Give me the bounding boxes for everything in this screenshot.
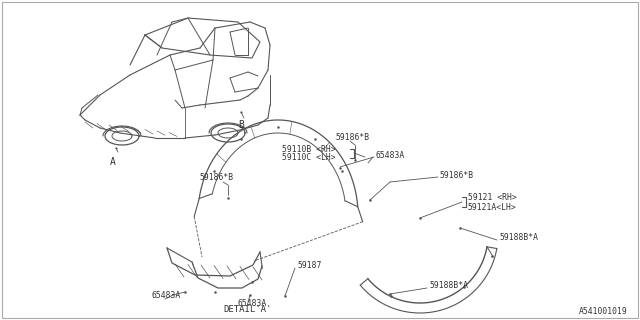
Text: 59110B <RH>: 59110B <RH> [282,146,335,155]
Text: 59186*B: 59186*B [440,171,474,180]
Text: 59121A<LH>: 59121A<LH> [468,203,516,212]
Text: 59187: 59187 [297,260,321,269]
Text: 65483A: 65483A [152,292,181,300]
Text: A: A [110,157,116,167]
Text: 65483A: 65483A [375,150,404,159]
Text: 59110C <LH>: 59110C <LH> [282,154,335,163]
Text: 59188B*A: 59188B*A [430,281,469,290]
Text: 59186*B: 59186*B [335,133,369,142]
Text: DETAIL'A': DETAIL'A' [224,306,272,315]
Text: 65483A: 65483A [237,300,266,308]
Text: 59186*B: 59186*B [200,173,234,182]
Text: A541001019: A541001019 [579,307,628,316]
Text: B: B [238,120,244,130]
Text: 59188B*A: 59188B*A [500,234,539,243]
Text: 59121 <RH>: 59121 <RH> [468,193,516,202]
